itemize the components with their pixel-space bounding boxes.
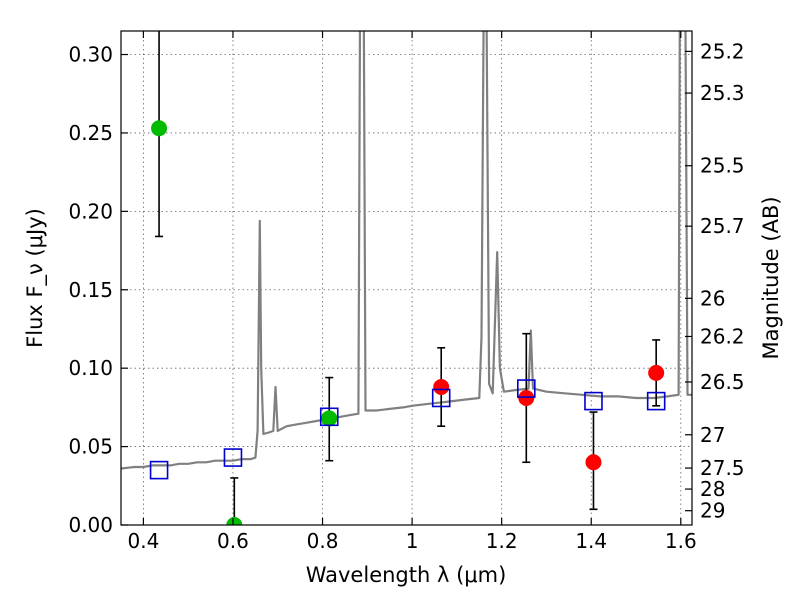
model-point-2-2	[319, 407, 339, 427]
model-point-2-6	[646, 391, 666, 411]
x-tick-label-2: 0.8	[307, 529, 339, 553]
mag-tick-label-6: 26.5	[700, 370, 745, 394]
model-spectrum-line	[121, 31, 692, 470]
mag-tick-label-1: 25.3	[700, 81, 745, 105]
data-point-1-2	[585, 454, 602, 471]
y-tick-label-6: 0.30	[68, 43, 113, 67]
data-point-1-1	[518, 389, 535, 406]
data-point-1-3	[648, 364, 665, 381]
y-tick-label-4: 0.20	[68, 199, 113, 223]
y-axis-label: Flux F_ν (μJy)	[23, 208, 48, 348]
data-point-0-2	[321, 410, 338, 427]
x-axis-label: Wavelength λ (μm)	[306, 563, 507, 587]
mag-tick-label-3: 25.7	[700, 214, 745, 238]
model-point-2-5	[584, 391, 603, 411]
x-tick-label-3: 1	[406, 529, 419, 553]
data-point-0-0	[151, 120, 168, 137]
mag-tick-label-10: 29	[700, 499, 725, 523]
model-point-2-3	[431, 388, 451, 408]
x-tick-label-4: 1.2	[486, 529, 518, 553]
grid-lines	[121, 31, 692, 525]
y-tick-label-2: 0.10	[68, 356, 113, 380]
x-tick-label-0: 0.4	[127, 529, 159, 553]
mag-tick-label-7: 27	[700, 423, 725, 447]
photometry-points	[149, 31, 666, 525]
model-point-2-4	[516, 379, 536, 398]
y-tick-label-3: 0.15	[68, 278, 113, 302]
mag-tick-label-5: 26.2	[700, 324, 745, 348]
model-spectrum	[121, 31, 692, 470]
model-point-2-0	[149, 460, 169, 480]
x-tick-label-1: 0.6	[217, 529, 249, 553]
right-axis-label: Magnitude (AB)	[759, 196, 783, 359]
y-tick-label-5: 0.25	[68, 121, 113, 145]
axis-ticks: 0.4 0.6 0.8 1 1.2 1.4 1.6 0.00 0.05 0.10 0.15 0.20 0…	[68, 31, 745, 553]
y-tick-label-0: 0.00	[68, 513, 113, 537]
mag-tick-label-2: 25.5	[700, 154, 745, 178]
data-point-0-1	[226, 517, 243, 525]
mag-tick-label-8: 27.5	[700, 456, 745, 480]
data-point-1-0	[433, 378, 450, 395]
mag-tick-label-9: 28	[700, 477, 725, 501]
model-point-2-1	[223, 448, 243, 467]
mag-tick-label-4: 26	[700, 286, 725, 310]
x-tick-label-5: 1.4	[575, 529, 607, 553]
mag-tick-label-0: 25.2	[700, 39, 745, 63]
y-tick-label-1: 0.05	[68, 435, 113, 459]
x-tick-label-6: 1.6	[665, 529, 697, 553]
plot-frame	[120, 30, 693, 526]
